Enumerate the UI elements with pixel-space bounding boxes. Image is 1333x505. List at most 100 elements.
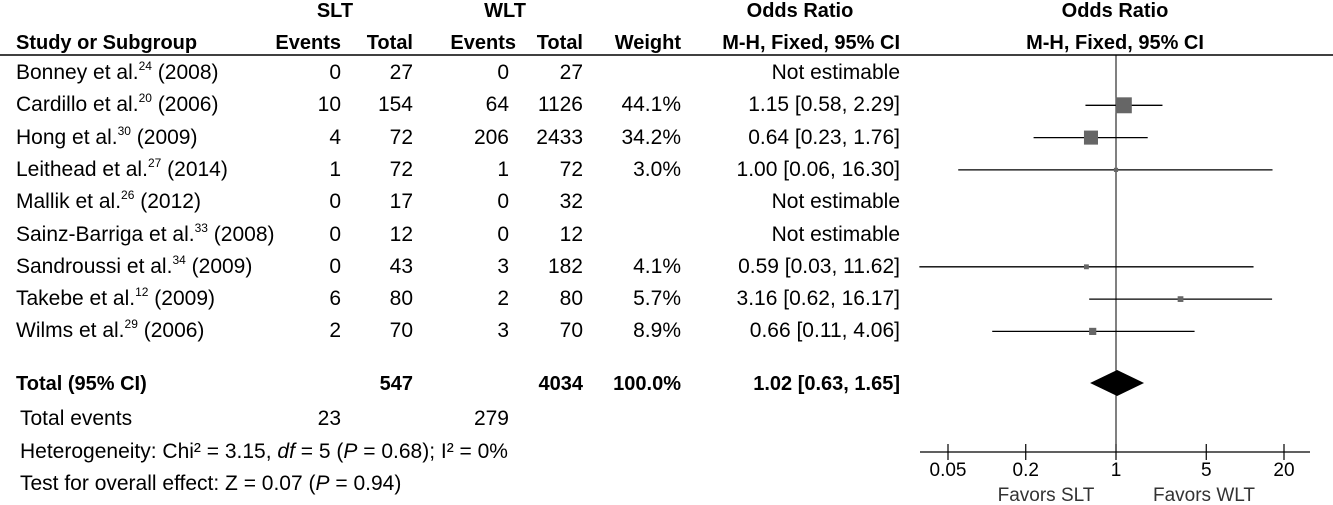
- study-marker: [1177, 296, 1184, 302]
- weight-header: Weight: [614, 32, 681, 54]
- slt-events: 0: [329, 223, 341, 246]
- or-ci-text: 0.66 [0.11, 4.06]: [749, 319, 900, 342]
- study-ref: 20: [138, 91, 152, 105]
- or-ci-text: 1.15 [0.58, 2.29]: [748, 93, 900, 116]
- study-name: Takebe et al.12 (2009): [16, 285, 215, 310]
- slt-total: 72: [389, 158, 413, 181]
- or-ci-text: Not estimable: [771, 190, 900, 213]
- or-ci-text: 0.59 [0.03, 11.62]: [738, 255, 900, 278]
- study-name: Sandroussi et al.34 (2009): [16, 253, 253, 278]
- weight-value: 4.1%: [633, 255, 681, 278]
- study-ref: 26: [121, 188, 135, 202]
- wlt-total: 80: [559, 287, 583, 310]
- study-name: Cardillo et al.20 (2006): [16, 91, 219, 116]
- total-slt: 547: [379, 373, 413, 395]
- wlt-total: 12: [559, 223, 583, 246]
- slt-total: 43: [389, 255, 413, 278]
- or-group-header-left: Odds Ratio: [746, 0, 854, 22]
- slt-events: 2: [329, 319, 341, 342]
- favors-left-label: Favors SLT: [998, 485, 1095, 505]
- or-ci-text: 0.64 [0.23, 1.76]: [748, 126, 900, 149]
- slt-total: 70: [389, 319, 413, 342]
- wlt-events-header: Events: [450, 32, 516, 54]
- study-ref: 33: [194, 221, 208, 235]
- slt-events: 10: [317, 93, 341, 116]
- total-events-wlt: 279: [473, 407, 509, 430]
- study-marker: [1115, 97, 1132, 114]
- slt-total-header: Total: [366, 32, 413, 54]
- weight-value: 44.1%: [621, 93, 681, 116]
- wlt-total: 72: [559, 158, 583, 181]
- slt-total: 154: [377, 93, 413, 116]
- x-tick-label: 5: [1201, 460, 1212, 481]
- study-name: Hong et al.30 (2009): [16, 124, 198, 149]
- slt-events: 0: [329, 61, 341, 84]
- slt-events: 0: [329, 190, 341, 213]
- total-or: 1.02 [0.63, 1.65]: [753, 373, 900, 395]
- study-marker: [1113, 167, 1119, 172]
- or-group-header-right: Odds Ratio: [1061, 0, 1169, 22]
- slt-total: 12: [389, 223, 413, 246]
- total-label: Total (95% CI): [16, 373, 147, 395]
- or-ci-text: Not estimable: [771, 223, 900, 246]
- wlt-events: 3: [497, 319, 509, 342]
- study-name: Mallik et al.26 (2012): [16, 188, 201, 213]
- x-tick-label: 0.2: [1013, 460, 1039, 481]
- total-weight: 100.0%: [613, 373, 681, 395]
- study-ref: 30: [117, 124, 131, 138]
- favors-right-label: Favors WLT: [1153, 485, 1255, 505]
- slt-events-header: Events: [275, 32, 341, 54]
- study-marker: [1089, 327, 1097, 335]
- study-name: Wilms et al.29 (2006): [16, 317, 205, 342]
- slt-events: 0: [329, 255, 341, 278]
- weight-value: 8.9%: [633, 319, 681, 342]
- wlt-events: 2: [497, 287, 509, 310]
- wlt-events: 0: [497, 61, 509, 84]
- study-ref: 12: [135, 285, 149, 299]
- wlt-total: 27: [559, 61, 583, 84]
- weight-value: 3.0%: [633, 158, 681, 181]
- method-header-left: M-H, Fixed, 95% CI: [722, 32, 900, 54]
- overall-effect-text: Test for overall effect: Z = 0.07 (P = 0…: [20, 472, 402, 495]
- study-ref: 27: [147, 156, 162, 170]
- x-tick-label: 20: [1273, 460, 1294, 481]
- or-ci-text: 3.16 [0.62, 16.17]: [736, 287, 900, 310]
- slt-events: 4: [329, 126, 341, 149]
- slt-events: 1: [329, 158, 341, 181]
- x-tick-label: 1: [1111, 460, 1122, 481]
- study-name: Leithead et al.27 (2014): [16, 156, 228, 181]
- wlt-events: 64: [485, 93, 509, 116]
- study-ref: 34: [172, 253, 186, 267]
- wlt-events: 1: [497, 158, 509, 181]
- total-events-label: Total events: [20, 407, 133, 430]
- slt-total: 17: [389, 190, 413, 213]
- pooled-diamond: [1090, 370, 1145, 396]
- wlt-total: 1126: [537, 93, 583, 116]
- wlt-total-header: Total: [536, 32, 583, 54]
- wlt-group-header: WLT: [484, 0, 526, 22]
- heterogeneity-text: Heterogeneity: Chi² = 3.15, df = 5 (P = …: [20, 440, 508, 463]
- study-ref: 24: [138, 59, 152, 73]
- wlt-total: 32: [559, 190, 583, 213]
- method-header-right: M-H, Fixed, 95% CI: [1026, 32, 1204, 54]
- slt-total: 80: [389, 287, 413, 310]
- weight-value: 5.7%: [633, 287, 681, 310]
- wlt-total: 70: [559, 319, 583, 342]
- weight-value: 34.2%: [621, 126, 681, 149]
- wlt-events: 0: [497, 223, 509, 246]
- slt-group-header: SLT: [316, 0, 354, 22]
- total-events-slt: 23: [317, 407, 341, 430]
- wlt-events: 3: [497, 255, 509, 278]
- total-wlt: 4034: [538, 373, 584, 395]
- wlt-total: 2433: [536, 126, 583, 149]
- wlt-events: 0: [497, 190, 509, 213]
- slt-total: 27: [389, 61, 413, 84]
- study-column-header: Study or Subgroup: [16, 32, 198, 54]
- study-name: Sainz-Barriga et al.33 (2008): [16, 221, 275, 246]
- wlt-total: 182: [547, 255, 583, 278]
- or-ci-text: Not estimable: [771, 61, 900, 84]
- study-marker: [1083, 130, 1098, 145]
- x-tick-label: 0.05: [930, 460, 967, 481]
- study-ref: 29: [124, 317, 138, 331]
